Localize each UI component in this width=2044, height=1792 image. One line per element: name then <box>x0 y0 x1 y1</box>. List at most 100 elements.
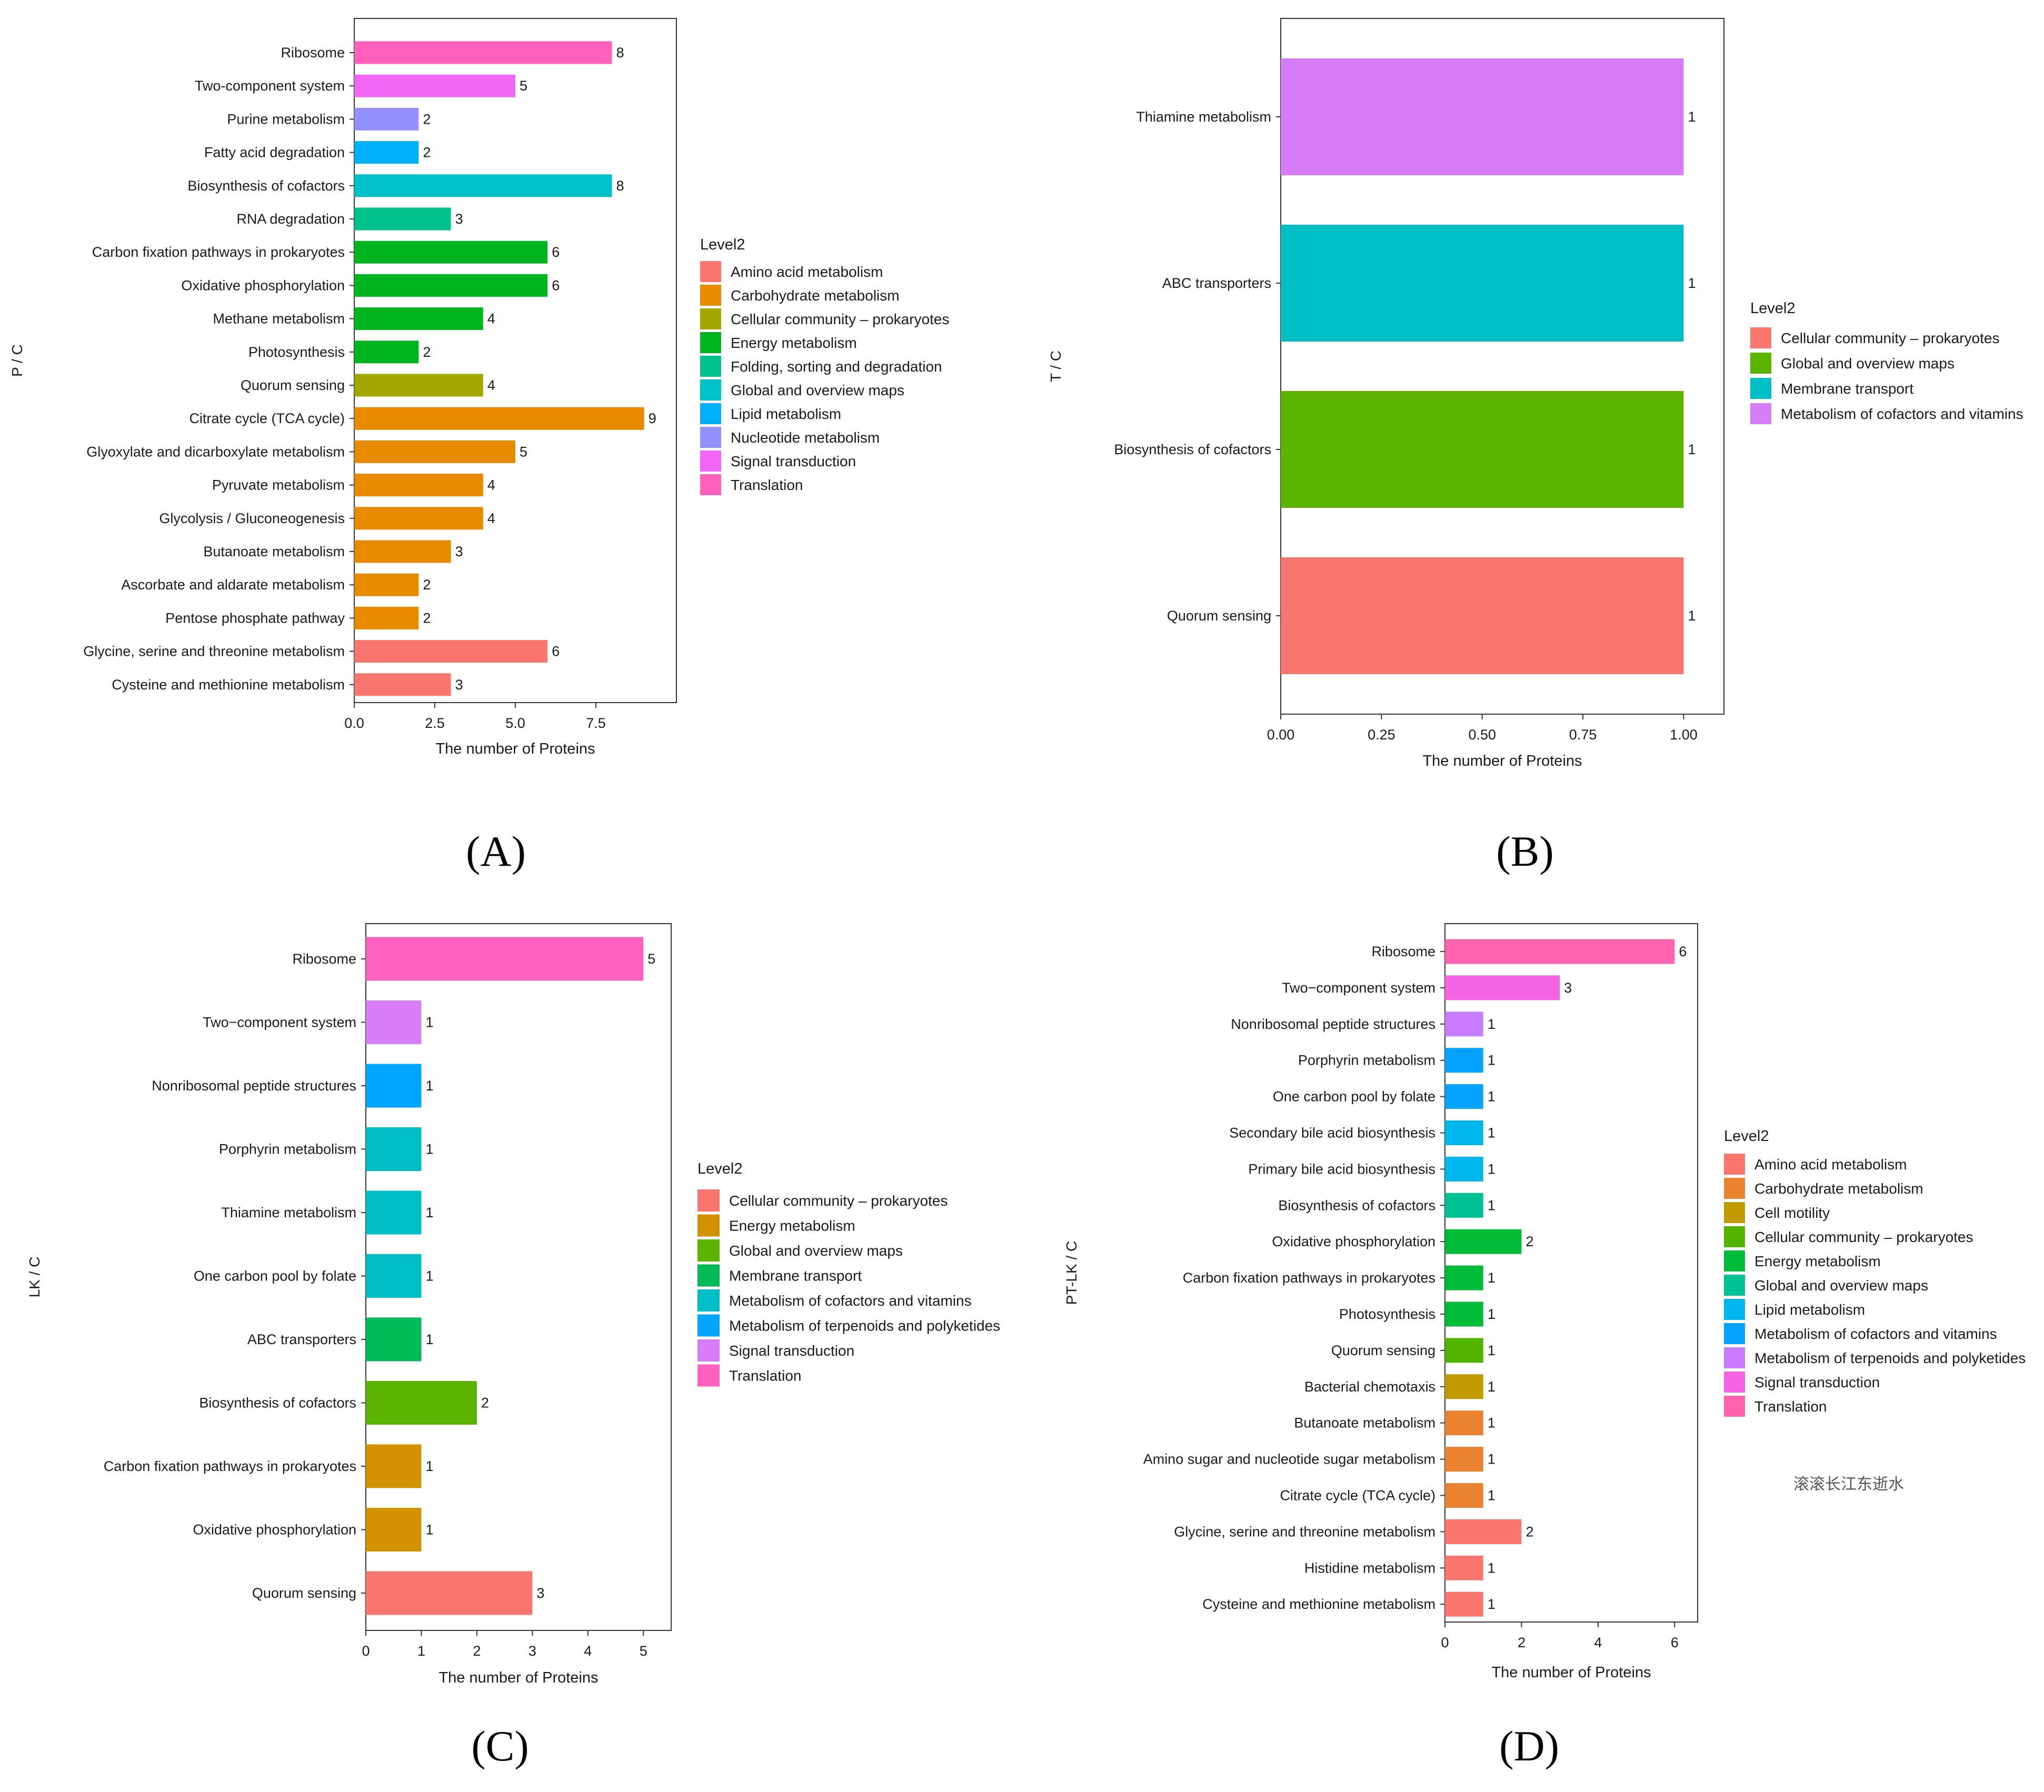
bar <box>354 440 515 463</box>
legend-entry: Amino acid metabolism <box>731 264 883 280</box>
bar <box>1445 939 1675 964</box>
x-tick-label: 0 <box>362 1643 370 1659</box>
data-label: 1 <box>425 1268 433 1284</box>
data-label: 2 <box>423 145 431 161</box>
bar <box>366 1444 422 1488</box>
legend-entry: Translation <box>1754 1398 1827 1415</box>
category-label: Butanoate metabolism <box>203 544 345 559</box>
legend-entry: Metabolism of cofactors and vitamins <box>729 1293 972 1309</box>
data-label: 4 <box>487 510 495 526</box>
legend-swatch <box>697 1189 720 1212</box>
panel-label: (B) <box>1496 827 1553 875</box>
bar <box>1445 1048 1483 1073</box>
legend-swatch <box>1724 1154 1745 1175</box>
legend-swatch <box>1724 1250 1745 1272</box>
bar <box>1445 1519 1522 1544</box>
bar <box>1445 1555 1483 1580</box>
data-label: 3 <box>1564 980 1572 996</box>
category-label: Ribosome <box>281 45 345 61</box>
legend-swatch <box>1724 1371 1745 1393</box>
y-axis-title: P / C <box>9 344 25 377</box>
bar <box>1445 1229 1522 1254</box>
category-label: Glycine, serine and threonine metabolism <box>1174 1524 1435 1539</box>
data-label: 3 <box>455 677 463 693</box>
legend-swatch <box>700 450 721 472</box>
bar <box>354 107 419 131</box>
category-label: Biosynthesis of cofactors <box>1278 1197 1435 1213</box>
bar <box>354 507 483 530</box>
category-label: Bacterial chemotaxis <box>1304 1379 1435 1395</box>
legend-swatch <box>1724 1202 1745 1223</box>
data-label: 1 <box>1488 1415 1495 1431</box>
legend-swatch <box>1724 1275 1745 1296</box>
legend-swatch <box>1724 1323 1745 1344</box>
category-label: Methane metabolism <box>213 311 345 327</box>
category-label: Photosynthesis <box>248 344 345 360</box>
x-tick-label: 0.00 <box>1267 727 1295 743</box>
x-tick-label: 0 <box>1441 1635 1449 1650</box>
legend-swatch <box>700 379 721 401</box>
data-label: 1 <box>425 1015 433 1030</box>
legend-swatch <box>700 261 721 282</box>
bar <box>354 74 515 97</box>
x-tick-label: 7.5 <box>586 715 606 731</box>
watermark-text: 滚滚长江东逝水 <box>1793 1475 1904 1494</box>
legend-entry: Metabolism of cofactors and vitamins <box>1754 1326 1997 1342</box>
legend-swatch <box>700 308 721 329</box>
category-label: One carbon pool by folate <box>194 1268 356 1284</box>
legend-swatch <box>697 1264 720 1287</box>
data-label: 1 <box>1688 442 1696 457</box>
x-tick-label: 0.50 <box>1468 727 1496 743</box>
category-label: Cysteine and methionine metabolism <box>112 677 345 693</box>
legend-entry: Membrane transport <box>729 1268 862 1284</box>
bar <box>366 1190 422 1235</box>
category-label: Glycolysis / Gluconeogenesis <box>159 510 345 526</box>
category-label: Biosynthesis of cofactors <box>199 1395 356 1411</box>
category-label: RNA degradation <box>236 211 345 227</box>
category-label: Oxidative phosphorylation <box>193 1522 356 1538</box>
data-label: 1 <box>1488 1197 1495 1213</box>
bar <box>366 1571 533 1615</box>
legend-swatch <box>697 1364 720 1387</box>
x-tick-label: 1 <box>417 1643 425 1659</box>
chart-panel-a: Ribosome 8 Two-component system 5 Purine met… <box>9 18 950 875</box>
legend-entry: Cellular community – prokaryotes <box>1781 330 2000 346</box>
bar <box>366 1381 477 1425</box>
bar <box>1445 1265 1483 1290</box>
category-label: Two−component system <box>1282 980 1435 996</box>
category-label: Oxidative phosphorylation <box>181 277 345 293</box>
legend-swatch <box>1724 1226 1745 1247</box>
chart-panel-d: Ribosome 6 Two−component system 3 Nonribosom… <box>1063 923 2026 1770</box>
legend-entry: Global and overview maps <box>1754 1277 1928 1294</box>
data-label: 1 <box>425 1522 433 1538</box>
chart-panel-b: Thiamine metabolism 1 ABC transporters 1 Bio… <box>1048 18 2023 875</box>
category-label: Fatty acid degradation <box>204 145 345 161</box>
data-label: 1 <box>1688 608 1696 624</box>
legend-swatch <box>1724 1178 1745 1199</box>
legend-title: Level2 <box>700 236 745 253</box>
data-label: 1 <box>1488 1016 1495 1032</box>
legend-swatch <box>1724 1299 1745 1320</box>
category-label: Biosynthesis of cofactors <box>1114 442 1271 457</box>
x-tick-label: 5.0 <box>505 715 525 731</box>
legend-entry: Carbohydrate metabolism <box>731 287 900 304</box>
data-label: 1 <box>1488 1053 1495 1068</box>
bar <box>354 274 548 297</box>
data-label: 1 <box>1488 1596 1495 1612</box>
bar <box>1281 557 1684 674</box>
x-tick-label: 2.5 <box>425 715 445 731</box>
category-label: Carbon fixation pathways in prokaryotes <box>92 244 345 260</box>
data-label: 1 <box>1488 1488 1495 1504</box>
chart-panel-c: Ribosome 5 Two−component system 1 Nonribosom… <box>26 923 1000 1770</box>
category-label: Citrate cycle (TCA cycle) <box>1280 1488 1435 1504</box>
bar <box>1445 1012 1483 1037</box>
data-label: 2 <box>423 111 431 127</box>
category-label: Carbon fixation pathways in prokaryotes <box>104 1458 356 1474</box>
bar <box>1445 1447 1483 1472</box>
bar <box>1281 391 1684 508</box>
bar <box>366 1254 422 1298</box>
category-label: ABC transporters <box>247 1332 356 1347</box>
legend-entry: Translation <box>729 1368 801 1384</box>
x-tick-label: 2 <box>1518 1635 1525 1650</box>
data-label: 1 <box>1488 1270 1495 1286</box>
